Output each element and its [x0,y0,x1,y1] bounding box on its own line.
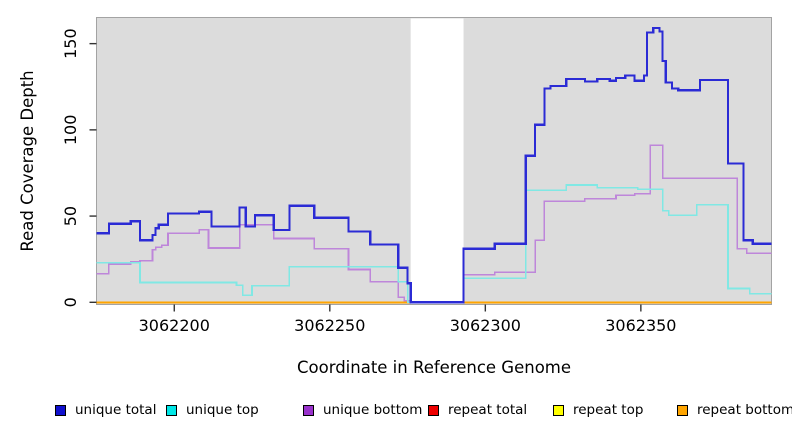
svg-text:100: 100 [61,115,80,146]
repeat-top-swatch-icon [553,404,564,416]
axis-tick-labels: 3062200 3062250 3062300 3062350 0 50 100 150 [61,28,676,335]
legend-item-repeat-bottom: repeat bottom [677,401,792,419]
svg-text:150: 150 [61,28,80,59]
y-axis-label: Read Coverage Depth [18,70,37,251]
legend-item-unique-top: unique top [166,401,259,419]
svg-text:3062300: 3062300 [450,316,521,335]
svg-text:3062350: 3062350 [605,316,676,335]
legend-item-repeat-total: repeat total [428,401,527,419]
legend-item-unique-bottom: unique bottom [303,401,422,419]
x-axis-label: Coordinate in Reference Genome [297,358,571,377]
series-unique-bottom [96,144,772,304]
legend-item-repeat-top: repeat top [553,401,643,419]
legend-label: unique top [186,402,259,418]
legend-label: unique bottom [323,402,423,418]
legend-label: unique total [75,402,157,418]
axis-ticks [89,42,642,312]
svg-text:3062250: 3062250 [294,316,365,335]
coverage-plot: 3062200 3062250 3062300 3062350 0 50 100 150 Co… [18,17,772,377]
legend: unique total unique top unique bottom re… [0,399,792,423]
repeat-total-swatch-icon [428,404,439,416]
repeat-bottom-swatch-icon [677,404,688,416]
unique-total-swatch-icon [55,404,66,416]
unique-top-swatch-icon [166,404,177,416]
svg-text:3062200: 3062200 [139,316,210,335]
series-unique-total [96,27,772,304]
svg-text:0: 0 [61,297,80,307]
legend-label: repeat total [448,402,528,418]
legend-label: repeat bottom [697,402,792,418]
legend-label: repeat top [573,402,644,418]
legend-item-unique-total: unique total [55,401,156,419]
svg-text:50: 50 [61,206,80,226]
coverage-gap-region [410,18,464,304]
unique-bottom-swatch-icon [303,404,314,416]
